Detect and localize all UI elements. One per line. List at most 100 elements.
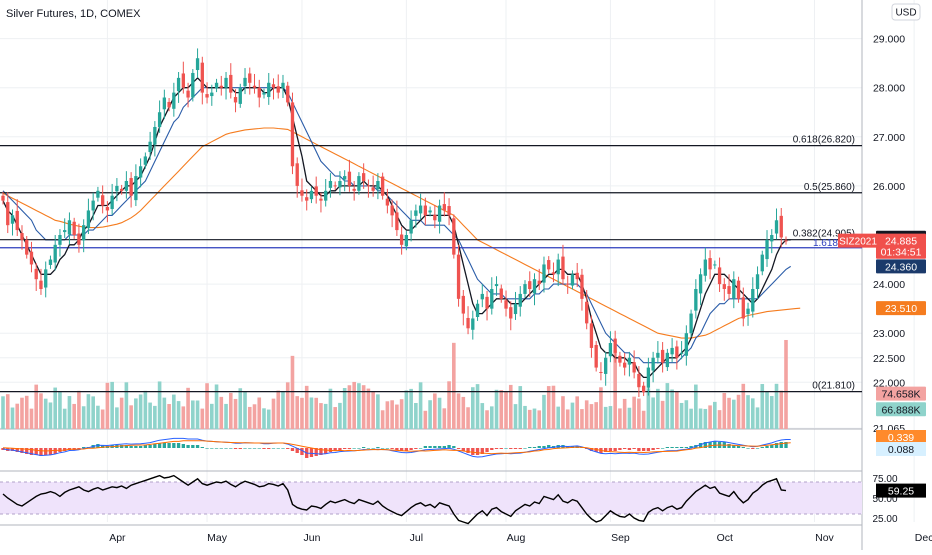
- volume-bar: [357, 383, 361, 429]
- candle-body: [746, 308, 750, 315]
- macd-histogram-bar: [191, 445, 195, 448]
- volume-bar: [352, 381, 356, 429]
- volume-bar: [214, 384, 219, 429]
- volume-bar: [333, 407, 337, 429]
- macd-histogram-bar: [698, 443, 703, 448]
- volume-bar: [499, 390, 504, 429]
- macd-histogram-bar: [390, 448, 394, 449]
- candle-body: [124, 180, 129, 191]
- price-tag-text: 24.885: [885, 236, 917, 248]
- volume-bar: [556, 406, 561, 429]
- volume-bar: [717, 410, 722, 429]
- macd-histogram-bar: [338, 448, 342, 450]
- candle-body: [632, 362, 636, 373]
- candle-body: [608, 343, 613, 357]
- volume-bar: [774, 383, 779, 429]
- macd-histogram-bar: [347, 448, 352, 449]
- macd-histogram-bar: [238, 448, 242, 449]
- currency-button[interactable]: USD: [891, 3, 921, 21]
- volume-bar: [670, 389, 674, 429]
- volume-bar: [153, 405, 157, 429]
- macd-histogram-bar: [641, 448, 646, 451]
- macd-histogram-bar: [229, 448, 233, 449]
- volume-bar: [779, 390, 784, 429]
- macd-histogram-bar: [276, 448, 280, 449]
- candle-body: [53, 244, 57, 263]
- volume-bar: [565, 409, 570, 429]
- macd-histogram-bar: [480, 448, 484, 454]
- volume-bar: [252, 404, 257, 429]
- macd-histogram-bar: [475, 448, 480, 455]
- volume-bar: [266, 409, 271, 429]
- candle-body: [694, 289, 698, 311]
- volume-bar: [319, 403, 323, 429]
- macd-histogram-bar: [689, 446, 693, 448]
- macd-histogram-bar: [418, 448, 423, 449]
- volume-bar: [489, 406, 494, 429]
- volume-bar: [523, 405, 527, 429]
- candle-body: [490, 289, 494, 309]
- macd-histogram-bar: [352, 448, 356, 449]
- candle-body: [319, 198, 323, 201]
- volume-bar: [200, 408, 205, 429]
- volume-bar: [494, 389, 499, 429]
- volume-bar: [176, 401, 181, 429]
- volume-bar: [338, 402, 342, 429]
- volume-bar: [765, 391, 769, 429]
- candle-body: [542, 264, 546, 283]
- macd-histogram-bar: [143, 445, 148, 448]
- volume-bar: [713, 401, 717, 429]
- time-tick-label: Nov: [815, 532, 834, 544]
- macd-histogram-bar: [134, 446, 138, 448]
- candle-body: [604, 357, 608, 374]
- candle-body: [528, 281, 532, 290]
- candle-body: [305, 197, 309, 201]
- currency-label: USD: [895, 8, 916, 19]
- candle-body: [243, 77, 247, 87]
- macd-histogram-bar: [452, 446, 456, 448]
- macd-histogram-bar: [646, 448, 651, 451]
- candle-body: [456, 254, 461, 299]
- volume-bar: [366, 388, 371, 429]
- volume-bar: [622, 398, 627, 429]
- macd-histogram-bar: [314, 448, 318, 456]
- volume-bar: [594, 402, 598, 429]
- candle-body: [656, 352, 660, 358]
- volume-bar: [750, 398, 755, 429]
- volume-bar: [172, 394, 176, 429]
- candle-body: [314, 186, 318, 196]
- macd-histogram-bar: [333, 448, 337, 451]
- candle-body: [134, 176, 138, 201]
- volume-bar: [10, 407, 15, 429]
- macd-histogram-bar: [380, 448, 385, 449]
- volume-bar: [570, 402, 575, 429]
- candle-body: [433, 214, 437, 221]
- volume-bar: [314, 397, 319, 429]
- candle-body: [300, 190, 304, 196]
- volume-bar: [328, 388, 333, 429]
- macd-histogram-bar: [366, 448, 371, 449]
- macd-histogram-bar: [670, 447, 674, 448]
- price-tag-text: 66.888K: [881, 404, 920, 416]
- candle-body: [641, 385, 646, 393]
- volume-bar: [589, 404, 594, 429]
- macd-histogram-bar: [100, 445, 105, 448]
- volume-bar: [437, 397, 442, 429]
- macd-histogram-bar: [257, 448, 261, 449]
- candle-body: [181, 73, 185, 88]
- candle-body: [418, 205, 423, 214]
- volume-bar: [684, 400, 689, 429]
- time-tick-label: Sep: [611, 532, 630, 544]
- candle-body: [105, 207, 110, 211]
- macd-histogram-bar: [205, 448, 209, 449]
- volume-bar: [243, 391, 247, 429]
- rsi-tick-label: 75.00: [872, 474, 897, 485]
- candle-body: [499, 288, 503, 299]
- volume-bar: [632, 396, 636, 429]
- candle-body: [537, 280, 541, 285]
- candle-body: [248, 73, 252, 83]
- macd-histogram-bar: [433, 446, 437, 448]
- volume-bar: [1, 396, 5, 429]
